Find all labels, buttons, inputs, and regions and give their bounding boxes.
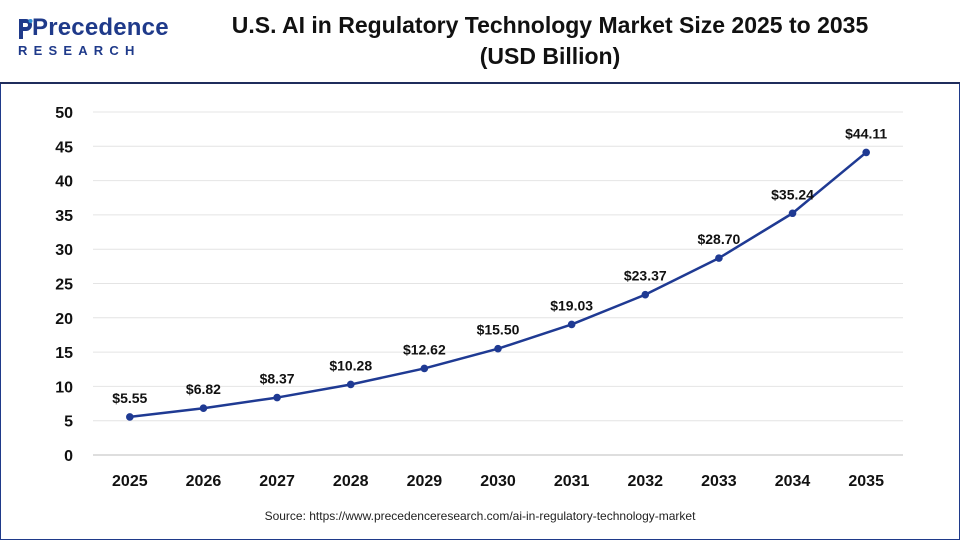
precedence-research-logo: Precedence RESEARCH [16,14,169,64]
y-tick-label: 5 [64,414,73,431]
x-tick-label: 2034 [775,473,811,490]
x-tick-label: 2027 [259,473,295,490]
y-tick-label: 0 [64,448,73,465]
data-label: $5.55 [112,390,147,406]
data-label: $44.11 [845,125,887,141]
data-point [126,413,134,421]
data-label: $15.50 [477,322,520,338]
y-tick-label: 40 [55,174,73,191]
data-point [346,380,355,389]
chart-title-line1: U.S. AI in Regulatory Technology Market … [231,12,869,38]
x-tick-label: 2026 [186,473,222,490]
data-point [788,209,797,218]
logo-subtext: RESEARCH [18,43,141,58]
y-tick-label: 20 [55,311,73,328]
data-label: $8.37 [260,371,295,387]
data-label: $6.82 [186,381,221,397]
y-tick-label: 10 [55,379,73,396]
data-point [567,320,576,329]
x-tick-label: 2030 [480,473,516,490]
x-tick-label: 2033 [701,473,737,490]
y-tick-label: 45 [55,139,73,156]
y-tick-label: 50 [55,105,73,122]
header: Precedence RESEARCH U.S. AI in Regulator… [0,0,960,84]
x-tick-label: 2032 [627,473,663,490]
data-point [273,393,281,402]
data-label: $19.03 [550,297,593,313]
chart-title: U.S. AI in Regulatory Technology Market … [170,10,930,72]
data-label: $12.62 [403,341,446,357]
data-point [199,404,208,413]
data-label: $23.37 [624,268,667,284]
chart-title-line2: (USD Billion) [479,43,621,69]
series-line [129,151,867,419]
x-tick-label: 2025 [112,473,148,490]
x-tick-label: 2035 [848,473,884,490]
logo-text: Precedence [32,14,169,41]
y-tick-label: 15 [55,345,73,362]
data-label: $28.70 [697,231,740,247]
y-tick-label: 25 [55,277,73,294]
y-tick-label: 30 [55,242,73,259]
data-point [715,254,723,262]
x-tick-label: 2031 [554,473,590,490]
data-label: $10.28 [329,357,372,373]
source-note: Source: https://www.precedenceresearch.c… [264,509,696,523]
data-label: $35.24 [771,186,814,202]
y-tick-label: 35 [55,208,73,225]
data-point [494,344,502,353]
x-tick-label: 2029 [407,473,443,490]
x-tick-label: 2028 [333,473,369,490]
data-point [641,290,650,299]
data-point [862,148,870,157]
data-point [420,364,429,373]
logo-p-icon [19,19,33,39]
